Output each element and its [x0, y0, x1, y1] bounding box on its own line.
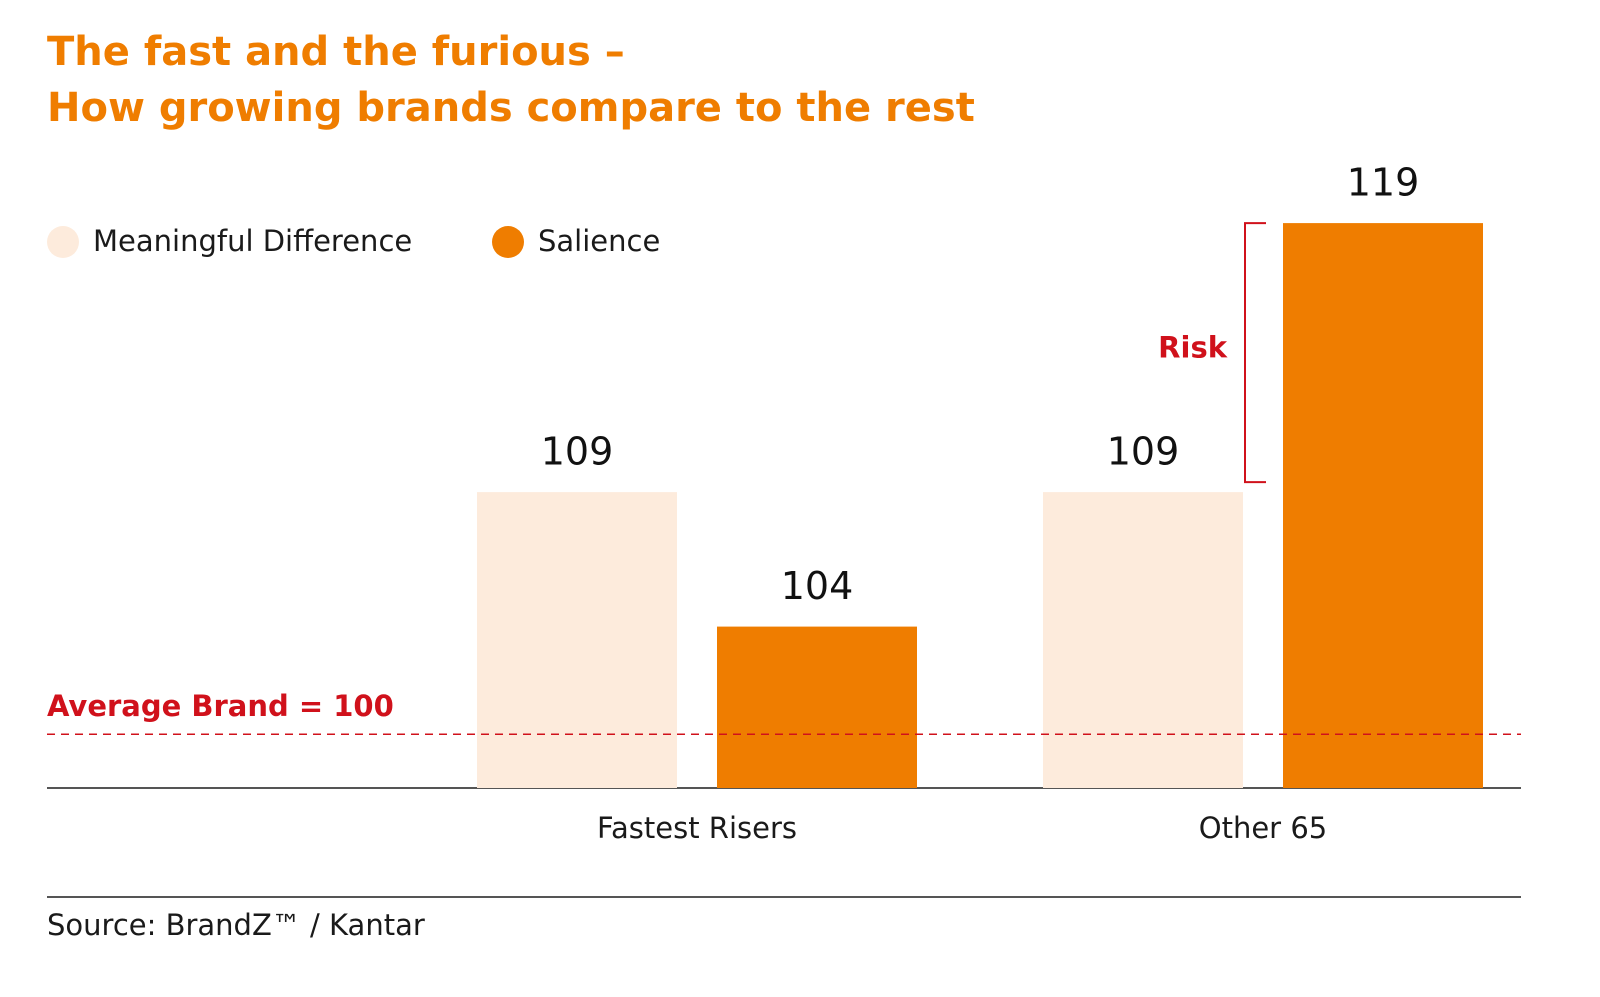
risk-bracket — [1244, 222, 1266, 484]
value-label: 109 — [1107, 430, 1180, 474]
bar — [477, 492, 677, 788]
value-label: 109 — [541, 430, 614, 474]
legend-marker — [47, 226, 79, 258]
x-tick-label: Other 65 — [1199, 811, 1327, 845]
legend-marker — [492, 226, 524, 258]
bar — [717, 626, 917, 788]
value-label: 104 — [781, 564, 854, 608]
chart-title: The fast and the furious – — [47, 29, 625, 75]
x-tick-label: Fastest Risers — [597, 811, 797, 845]
reference-label: Average Brand = 100 — [47, 689, 394, 723]
source: Source: BrandZ™ / Kantar — [47, 908, 425, 942]
bar — [1043, 492, 1243, 788]
risk-label: Risk — [1158, 331, 1228, 365]
value-label: 119 — [1347, 161, 1420, 205]
legend-label: Meaningful Difference — [93, 224, 412, 258]
chart-title: How growing brands compare to the rest — [47, 85, 975, 131]
bar — [1283, 223, 1483, 789]
legend-label: Salience — [538, 224, 660, 258]
